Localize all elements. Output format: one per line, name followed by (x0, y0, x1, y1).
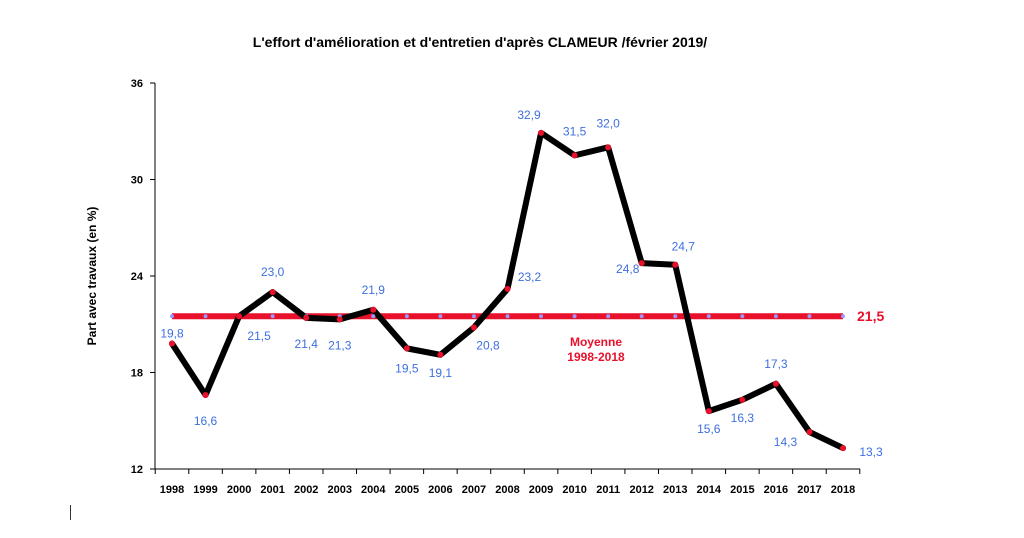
mean-point (170, 314, 174, 319)
data-label: 24,7 (672, 240, 696, 254)
y-tick-label: 30 (131, 175, 143, 187)
data-point (571, 152, 578, 159)
x-tick-label: 2014 (697, 484, 722, 496)
x-tick-label: 2016 (764, 484, 788, 496)
data-point (504, 285, 511, 292)
data-label: 21,4 (295, 337, 319, 351)
mean-point (270, 314, 275, 319)
data-point (739, 396, 746, 403)
data-label: 32,9 (517, 108, 541, 122)
data-label: 21,3 (328, 338, 352, 352)
mean-point (572, 314, 577, 319)
x-tick-label: 2001 (260, 484, 284, 496)
y-tick-label: 18 (131, 368, 143, 380)
data-point (806, 429, 813, 436)
data-label: 16,6 (194, 414, 218, 428)
x-tick-label: 2008 (495, 484, 519, 496)
text-cursor (70, 505, 71, 520)
x-tick-label: 2018 (831, 484, 855, 496)
mean-point (706, 314, 711, 319)
y-tick-label: 24 (131, 271, 144, 283)
mean-point (203, 314, 208, 319)
data-point (672, 261, 679, 268)
data-label: 15,6 (697, 422, 721, 436)
y-axis-title: Part avec travaux (en %) (85, 207, 99, 346)
mean-point (404, 314, 409, 319)
data-point (705, 408, 712, 415)
data-label: 20,8 (476, 338, 500, 352)
data-point (336, 316, 343, 323)
data-label: 21,5 (247, 329, 271, 343)
x-tick-label: 2000 (227, 484, 251, 496)
data-point (638, 260, 645, 267)
x-tick-label: 2002 (294, 484, 318, 496)
mean-point (773, 314, 778, 319)
data-point (202, 392, 209, 399)
data-point (269, 289, 276, 296)
mean-point (471, 314, 476, 319)
data-point (236, 313, 243, 320)
data-point (840, 445, 846, 452)
data-point (772, 380, 779, 387)
x-tick-label: 2003 (328, 484, 352, 496)
mean-point (371, 314, 376, 319)
mean-point (807, 314, 812, 319)
data-point (437, 351, 444, 358)
data-point (403, 345, 410, 352)
data-label: 17,3 (764, 357, 788, 371)
y-tick-label: 12 (131, 464, 143, 476)
mean-point (505, 314, 510, 319)
data-point (605, 144, 612, 151)
data-label: 23,2 (518, 270, 542, 284)
x-tick-label: 2010 (562, 484, 586, 496)
x-tick-label: 2011 (596, 484, 620, 496)
mean-point (606, 314, 611, 319)
data-label: 32,0 (596, 116, 620, 130)
data-label: 31,5 (563, 124, 587, 138)
data-label: 23,0 (261, 265, 285, 279)
x-tick-label: 2005 (395, 484, 419, 496)
data-label: 19,8 (160, 327, 184, 341)
mean-point (740, 314, 745, 319)
mean-point (841, 314, 845, 319)
data-point (169, 340, 175, 347)
x-tick-label: 2006 (428, 484, 452, 496)
data-point (470, 324, 477, 331)
data-label: 13,3 (859, 445, 883, 459)
data-point (303, 314, 310, 321)
mean-point (438, 314, 443, 319)
mean-caption-line2: 1998-2018 (567, 350, 625, 364)
data-point (538, 129, 545, 136)
mean-point (539, 314, 544, 319)
x-tick-label: 2009 (529, 484, 553, 496)
data-label: 24,8 (616, 262, 640, 276)
data-label: 16,3 (731, 411, 755, 425)
x-tick-label: 2004 (361, 484, 386, 496)
x-tick-label: 2013 (663, 484, 687, 496)
data-label: 21,9 (362, 283, 386, 297)
x-tick-label: 2015 (730, 484, 754, 496)
mean-point (639, 314, 644, 319)
x-tick-label: 2012 (629, 484, 653, 496)
x-tick-label: 1999 (193, 484, 217, 496)
x-tick-label: 2007 (462, 484, 486, 496)
chart-title: L'effort d'amélioration et d'entretien d… (252, 34, 708, 50)
y-tick-label: 36 (131, 78, 143, 90)
data-label: 19,1 (429, 366, 453, 380)
x-tick-label: 1998 (160, 484, 184, 496)
data-label: 14,3 (774, 435, 798, 449)
data-label: 19,5 (395, 361, 419, 375)
x-tick-label: 2017 (797, 484, 821, 496)
mean-value-label: 21,5 (857, 308, 884, 324)
mean-point (673, 314, 678, 319)
data-point (370, 306, 377, 313)
mean-caption-line1: Moyenne (570, 335, 622, 349)
